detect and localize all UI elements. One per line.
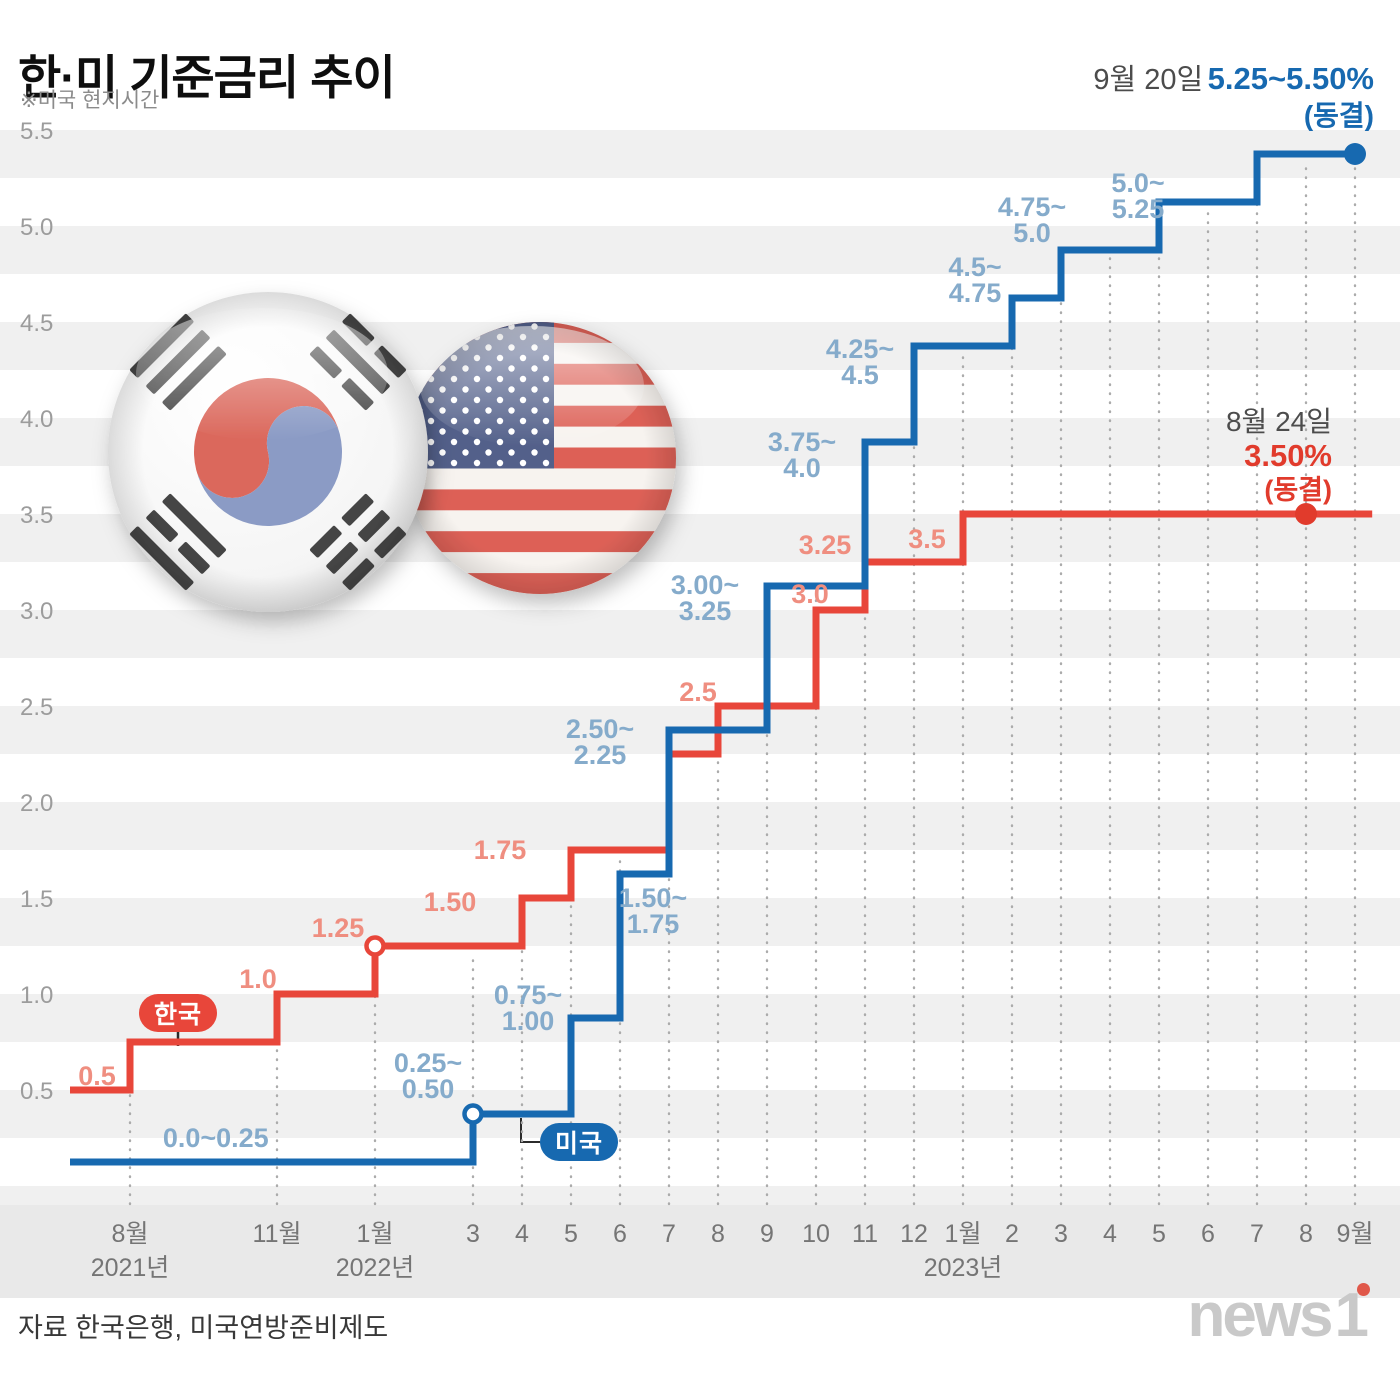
page-title: 한·미 기준금리 추이: [18, 51, 396, 105]
korea-step-label: 3.5: [908, 524, 946, 554]
x-axis-label: 9: [760, 1220, 774, 1248]
x-axis-label: 2: [1005, 1220, 1019, 1248]
us-latest-status: (동결): [1303, 99, 1374, 131]
x-axis-label: 11: [852, 1220, 878, 1248]
us-step-label: 2.50~ 2.25: [566, 714, 634, 770]
us-step-label: 4.5~ 4.75: [948, 252, 1001, 308]
x-axis-label: 12: [900, 1220, 928, 1248]
us-step-label: 1.50~ 1.75: [619, 883, 687, 939]
us-series-label-pill: 미국: [540, 1123, 618, 1161]
us-latest-dot: [1344, 143, 1366, 165]
korea-step-label: 1.0: [239, 964, 277, 994]
y-axis-label: 5.5: [20, 118, 53, 145]
korea-step-label: 1.25: [312, 913, 365, 943]
x-axis-year-label: 2022년: [336, 1254, 415, 1282]
x-axis-label: 4: [1103, 1220, 1117, 1248]
x-axis-label: 1월: [357, 1220, 394, 1248]
y-axis-label: 5.0: [20, 214, 53, 241]
us-pill-connector: [520, 1118, 540, 1143]
x-axis-label: 5: [564, 1220, 578, 1248]
x-axis-label: 7: [662, 1220, 676, 1248]
x-axis-label: 6: [613, 1220, 627, 1248]
us-step-label: 0.0~0.25: [163, 1123, 269, 1153]
x-axis-label: 11월: [253, 1220, 302, 1248]
korea-series-label-pill: 한국: [139, 994, 217, 1032]
us-step-label: 0.75~ 1.00: [494, 980, 562, 1036]
kr-latest-status: (동결): [1264, 475, 1332, 506]
x-axis-label: 9월: [1337, 1220, 1374, 1248]
news1-logo: news1: [1187, 1280, 1370, 1351]
y-axis-label: 2.0: [20, 790, 53, 817]
kr-latest-annotation: 8월 24일 3.50% (동결): [1226, 406, 1332, 505]
us-latest-date: 9월 20일: [1093, 64, 1204, 96]
us-step-label: 5.0~ 5.25: [1111, 168, 1164, 224]
us-step-label: 3.75~ 4.0: [768, 427, 836, 483]
us-step-marker: [462, 1103, 484, 1125]
y-axis-label: 2.5: [20, 694, 53, 721]
news1-logo-dot: [1357, 1283, 1370, 1296]
us-step-label: 4.75~ 5.0: [998, 192, 1066, 248]
x-axis-label: 1월: [945, 1220, 982, 1248]
x-axis-label: 5: [1152, 1220, 1166, 1248]
x-axis-label: 4: [515, 1220, 529, 1248]
kr-latest-value: 3.50%: [1244, 438, 1332, 474]
y-axis-label: 1.0: [20, 982, 53, 1009]
korea-step-label: 3.25: [799, 530, 852, 560]
page-subtitle: ※미국 현지시간: [20, 89, 160, 112]
x-axis-year-label: 2021년: [91, 1254, 170, 1282]
x-axis-strip: [0, 1205, 1400, 1298]
kr-latest-date: 8월 24일: [1225, 406, 1332, 437]
korea-latest-dot: [1295, 503, 1317, 525]
x-axis-year-label: 2023년: [924, 1254, 1003, 1282]
us-step-label: 3.00~ 3.25: [671, 570, 739, 626]
korea-step-marker: [364, 935, 386, 957]
x-axis-label: 3: [466, 1220, 480, 1248]
series-us-line: [70, 150, 1355, 1166]
chart-stripes-background: [0, 82, 1400, 1205]
us-step-label: 4.25~ 4.5: [826, 334, 894, 390]
x-axis-label: 7: [1250, 1220, 1264, 1248]
x-axis-label: 8: [1299, 1220, 1313, 1248]
us-flag-icon: [404, 322, 676, 594]
x-axis-label: 3: [1054, 1220, 1068, 1248]
us-latest-annotation: 9월 20일 5.25~5.50% (동결): [1093, 61, 1374, 131]
korea-step-label: 2.5: [679, 677, 717, 707]
y-axis-label: 4.0: [20, 406, 53, 433]
x-axis-label: 6: [1201, 1220, 1215, 1248]
us-step-label: 0.25~ 0.50: [394, 1048, 462, 1104]
y-axis-label: 1.5: [20, 886, 53, 913]
korea-step-label: 1.75: [474, 835, 527, 865]
y-axis-label: 0.5: [20, 1078, 53, 1105]
source-text: 자료 한국은행, 미국연방준비제도: [18, 1313, 389, 1343]
news1-logo-news: news: [1187, 1281, 1333, 1350]
x-axis-label: 10: [802, 1220, 830, 1248]
x-axis-label: 8: [711, 1220, 725, 1248]
y-axis-label: 3.5: [20, 502, 53, 529]
y-axis-label: 3.0: [20, 598, 53, 625]
korea-flag-icon: [108, 292, 428, 612]
korea-step-label: 3.0: [791, 579, 829, 609]
news1-logo-one: 1: [1335, 1281, 1370, 1350]
us-latest-value: 5.25~5.50%: [1207, 61, 1374, 96]
korea-step-label: 1.50: [424, 887, 477, 917]
x-axis-label: 8월: [112, 1220, 149, 1248]
y-axis-label: 4.5: [20, 310, 53, 337]
korea-step-label: 0.5: [78, 1061, 116, 1091]
